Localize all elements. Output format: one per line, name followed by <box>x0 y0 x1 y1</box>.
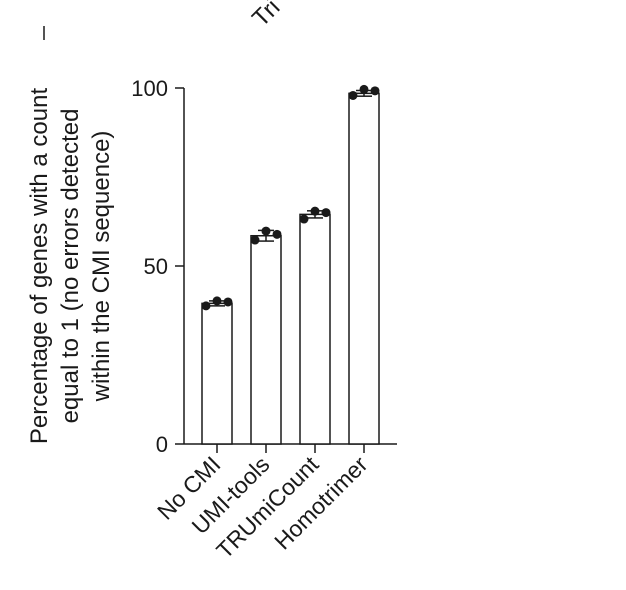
y-axis-label: Percentage of genes with a count equal t… <box>26 88 115 445</box>
data-point <box>370 86 380 96</box>
data-point <box>310 206 320 216</box>
x-axis <box>184 443 397 453</box>
y-tick-label: 0 <box>156 432 168 457</box>
data-point <box>359 84 369 94</box>
cropped-top-label: Tri <box>247 0 285 32</box>
data-point <box>201 301 211 311</box>
bars <box>201 84 380 445</box>
bar <box>201 302 233 445</box>
data-point <box>250 235 260 245</box>
data-point <box>348 90 358 100</box>
y-axis-label-line-3: within the CMI sequence) <box>88 131 115 403</box>
data-point <box>321 208 331 218</box>
data-point <box>261 226 271 236</box>
y-axis-label-line-1: Percentage of genes with a count <box>26 88 53 445</box>
data-point <box>212 296 222 306</box>
y-tick-label: 50 <box>144 254 168 279</box>
bar <box>299 213 331 445</box>
y-axis-label-line-2: equal to 1 (no errors detected <box>57 109 84 424</box>
bar <box>348 92 380 445</box>
y-tick-label: 100 <box>131 76 168 101</box>
data-point <box>223 297 233 307</box>
data-point <box>272 229 282 239</box>
y-axis: 0 50 100 <box>131 76 185 457</box>
data-point <box>299 214 309 224</box>
bar <box>250 234 282 445</box>
